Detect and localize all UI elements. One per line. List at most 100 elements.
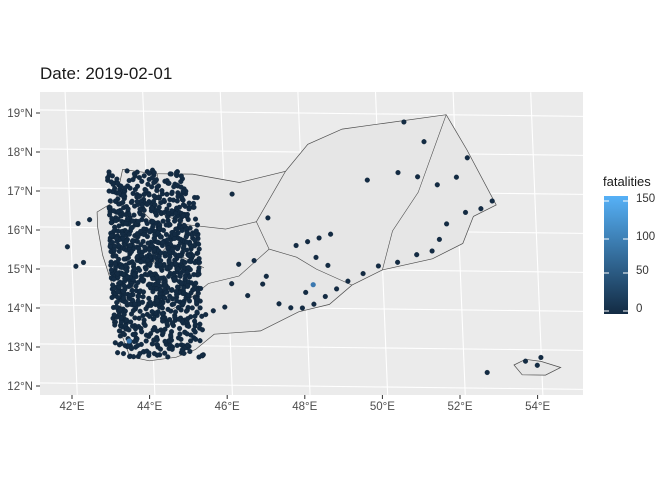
event-point <box>199 352 205 359</box>
event-point <box>159 311 165 317</box>
event-point <box>134 169 140 175</box>
legend-label-100: 100 <box>636 231 656 243</box>
event-point <box>131 339 137 345</box>
event-point <box>114 299 120 306</box>
event-point <box>128 249 134 255</box>
event-point <box>132 315 138 321</box>
event-point <box>154 341 160 348</box>
event-point <box>178 179 184 185</box>
event-point <box>141 231 147 238</box>
event-point <box>414 252 420 258</box>
event-point <box>151 351 157 357</box>
event-point <box>128 319 134 325</box>
event-point <box>183 308 189 314</box>
event-point <box>251 258 257 264</box>
event-point <box>111 276 117 282</box>
event-point <box>109 173 115 179</box>
event-point <box>117 279 123 285</box>
event-point <box>150 289 156 295</box>
event-point <box>183 234 189 240</box>
event-point <box>188 280 194 286</box>
event-point <box>313 254 319 260</box>
event-point <box>151 315 157 322</box>
event-point <box>184 247 190 253</box>
event-point <box>188 258 194 265</box>
event-point <box>182 259 188 265</box>
event-point <box>121 295 127 301</box>
event-point <box>111 208 117 214</box>
event-point <box>150 276 156 282</box>
event-point <box>136 293 142 299</box>
event-point <box>137 267 143 273</box>
event-point <box>157 346 164 352</box>
event-point <box>106 188 112 194</box>
event-point <box>395 259 401 265</box>
event-point <box>194 309 200 315</box>
parallel-line <box>39 109 584 117</box>
event-point <box>464 155 470 161</box>
event-point <box>107 198 113 204</box>
legend-label-150: 150 <box>636 193 656 205</box>
event-point <box>129 198 135 204</box>
event-point <box>166 180 172 186</box>
event-point <box>163 222 169 228</box>
event-point <box>160 330 166 336</box>
event-point <box>149 341 155 347</box>
event-point <box>127 185 133 191</box>
event-point <box>484 369 490 376</box>
event-point <box>136 193 142 200</box>
event-point <box>187 274 193 280</box>
event-point <box>126 327 132 333</box>
event-point <box>114 176 120 182</box>
event-point <box>140 313 146 319</box>
event-point <box>127 301 133 307</box>
event-point <box>112 322 118 328</box>
event-point <box>151 180 157 186</box>
event-point <box>263 273 269 279</box>
event-point <box>115 289 121 295</box>
event-point <box>128 225 134 231</box>
event-point <box>160 318 166 324</box>
event-point <box>149 184 155 190</box>
event-point <box>334 286 340 292</box>
event-point <box>159 188 165 194</box>
event-point <box>192 313 198 319</box>
event-point <box>120 351 127 357</box>
y-tick-label: 13°N <box>7 342 33 354</box>
event-point <box>143 306 149 312</box>
event-point <box>115 228 121 234</box>
event-point <box>158 275 164 281</box>
event-point <box>141 192 147 198</box>
event-point <box>164 191 170 197</box>
event-point <box>147 313 153 319</box>
event-point <box>174 246 180 252</box>
event-point-high <box>126 338 132 344</box>
legend-gradient-bar <box>604 196 628 314</box>
event-point <box>168 308 174 314</box>
event-point <box>144 220 150 227</box>
event-point <box>145 181 151 187</box>
event-point <box>162 338 168 344</box>
event-point <box>186 323 192 329</box>
event-point <box>144 272 151 278</box>
event-point <box>177 331 183 337</box>
event-point <box>123 212 129 218</box>
event-point <box>128 346 135 352</box>
event-point <box>123 220 129 227</box>
event-point <box>110 181 116 187</box>
event-point <box>299 305 305 311</box>
event-point <box>172 218 178 224</box>
event-point <box>375 263 381 269</box>
event-point <box>108 219 114 226</box>
event-point <box>196 241 202 247</box>
event-point <box>288 305 294 311</box>
event-point <box>316 235 322 241</box>
event-point <box>150 327 156 333</box>
event-point <box>196 256 202 262</box>
event-point <box>177 325 183 332</box>
event-point <box>203 312 209 318</box>
event-point <box>179 227 185 233</box>
event-point <box>152 202 158 208</box>
meridian-line <box>530 92 544 396</box>
